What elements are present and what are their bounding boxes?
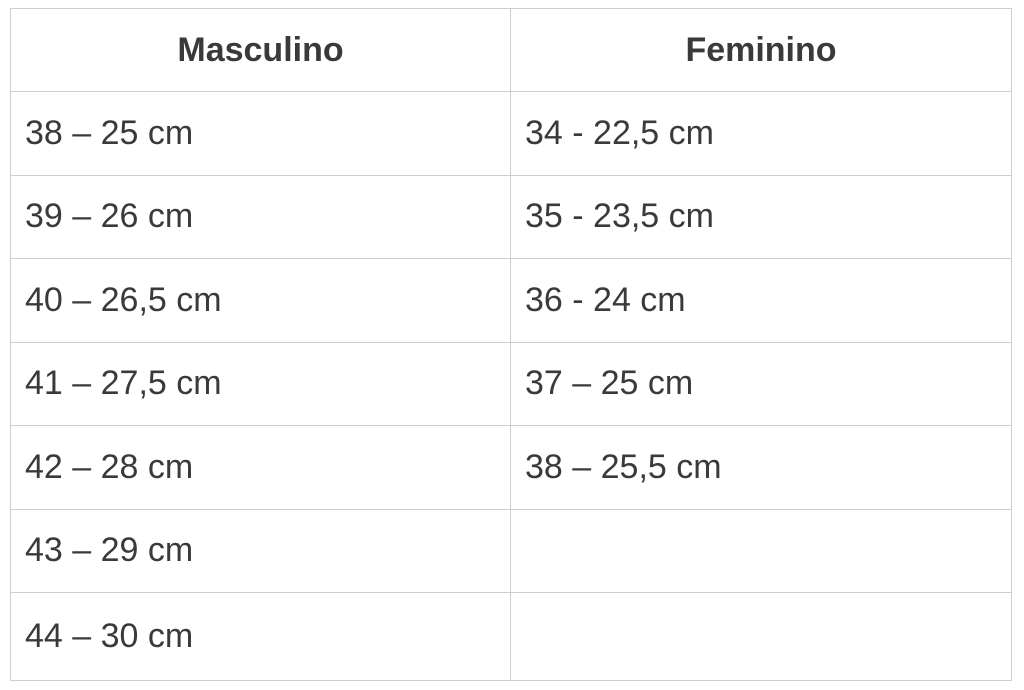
cell-feminino bbox=[510, 592, 1012, 681]
table-row: 39 – 26 cm 35 - 23,5 cm bbox=[10, 174, 1012, 259]
header-row: Masculino Feminino bbox=[10, 8, 1012, 92]
size-table: Masculino Feminino 38 – 25 cm 34 - 22,5 … bbox=[10, 8, 1012, 681]
cell-feminino: 38 – 25,5 cm bbox=[510, 425, 1012, 510]
cell-masculino: 42 – 28 cm bbox=[10, 425, 511, 510]
cell-feminino bbox=[510, 508, 1012, 593]
header-masculino: Masculino bbox=[10, 8, 511, 92]
cell-feminino: 36 - 24 cm bbox=[510, 258, 1012, 343]
cell-masculino: 39 – 26 cm bbox=[10, 174, 511, 259]
table-row: 41 – 27,5 cm 37 – 25 cm bbox=[10, 341, 1012, 426]
table-row: 38 – 25 cm 34 - 22,5 cm bbox=[10, 91, 1012, 176]
cell-feminino: 37 – 25 cm bbox=[510, 341, 1012, 426]
table-row: 43 – 29 cm bbox=[10, 508, 1012, 593]
cell-feminino: 35 - 23,5 cm bbox=[510, 174, 1012, 259]
cell-masculino: 38 – 25 cm bbox=[10, 91, 511, 176]
cell-masculino: 40 – 26,5 cm bbox=[10, 258, 511, 343]
table-row: 40 – 26,5 cm 36 - 24 cm bbox=[10, 258, 1012, 343]
header-feminino: Feminino bbox=[510, 8, 1012, 92]
cell-masculino: 41 – 27,5 cm bbox=[10, 341, 511, 426]
table-row: 42 – 28 cm 38 – 25,5 cm bbox=[10, 425, 1012, 510]
cell-masculino: 44 – 30 cm bbox=[10, 592, 511, 681]
cell-masculino: 43 – 29 cm bbox=[10, 508, 511, 593]
cell-feminino: 34 - 22,5 cm bbox=[510, 91, 1012, 176]
table-row: 44 – 30 cm bbox=[10, 592, 1012, 681]
